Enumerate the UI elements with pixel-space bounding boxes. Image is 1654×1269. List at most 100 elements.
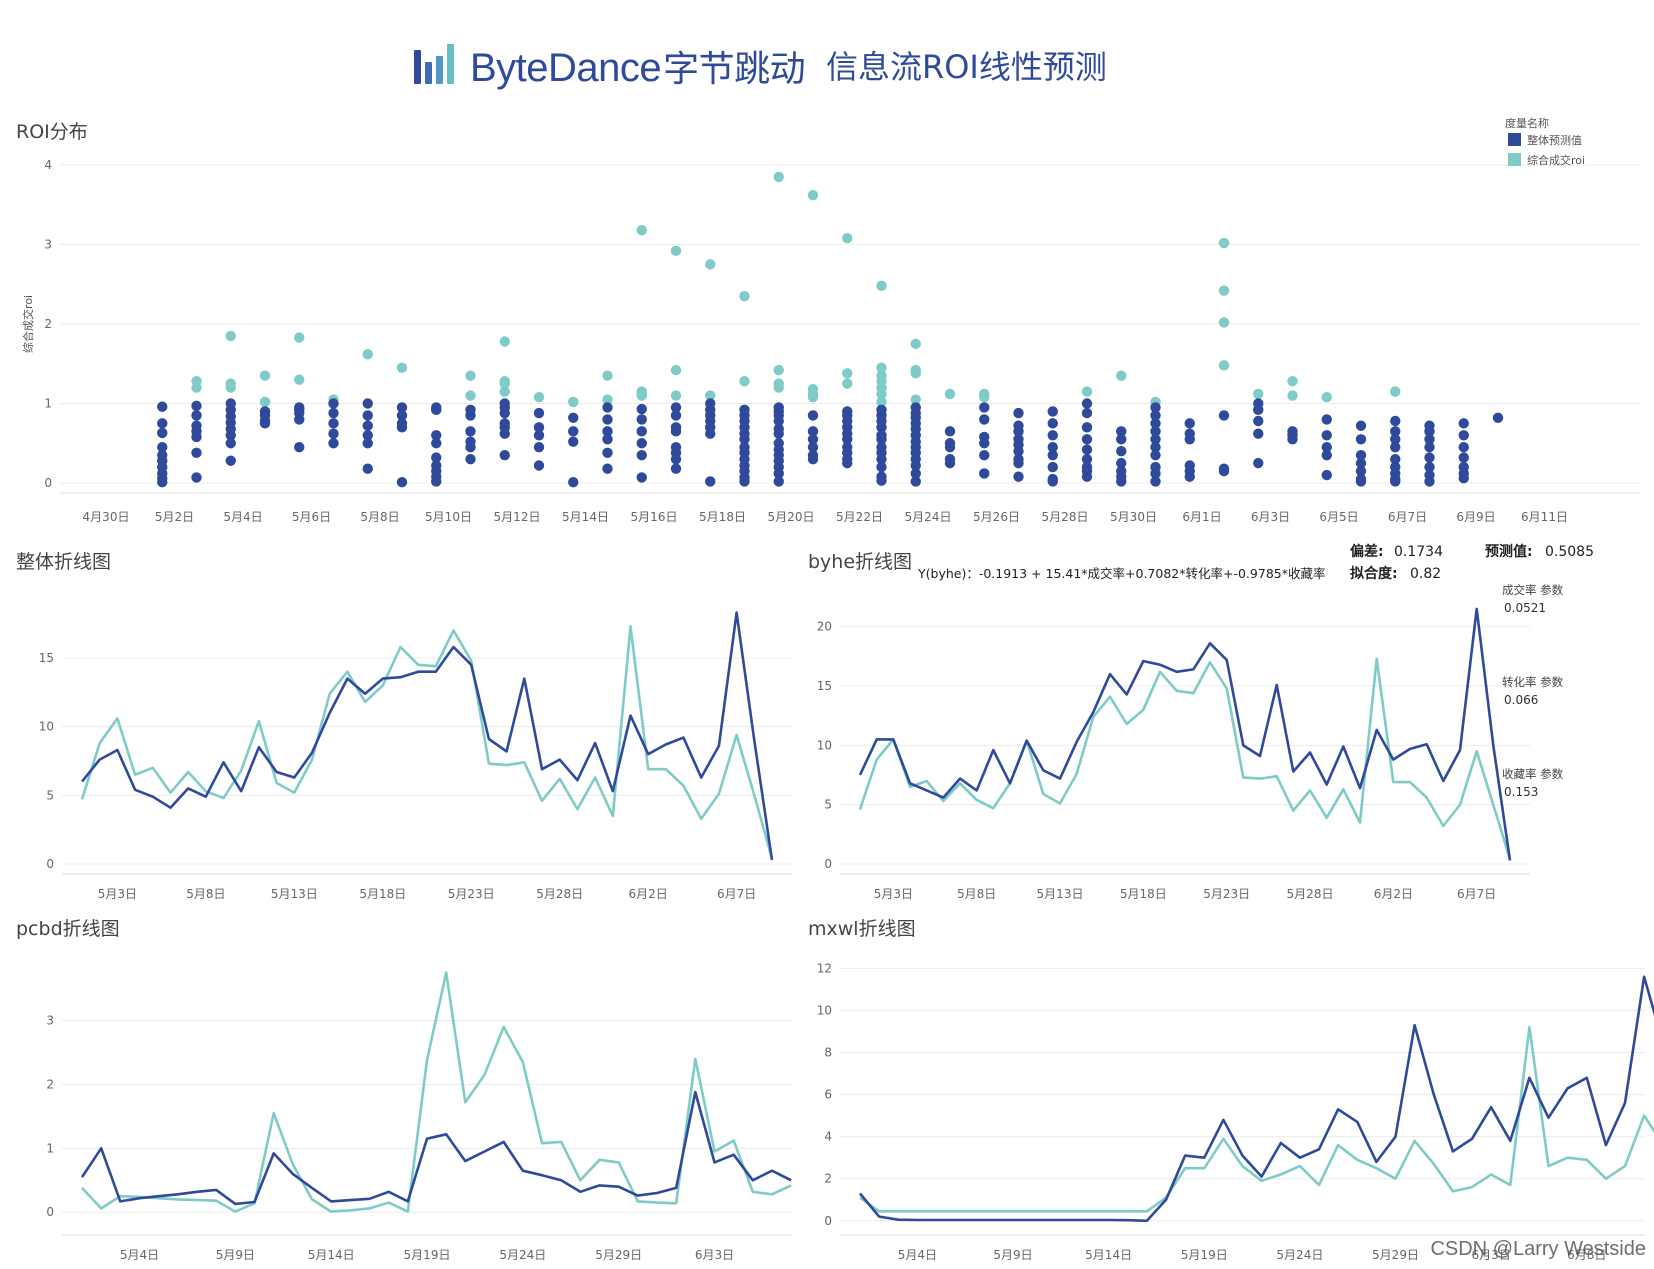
x-tick-label: 6月5日	[1319, 510, 1358, 524]
logo-bar	[414, 50, 421, 84]
scatter-point	[739, 434, 750, 445]
scatter-point	[328, 407, 339, 419]
series-line	[81, 971, 792, 1213]
x-tick-label: 5月14日	[1085, 1248, 1132, 1262]
scatter-point	[1218, 465, 1230, 477]
scatter-point	[1287, 376, 1298, 387]
scatter-point	[1321, 449, 1332, 461]
x-tick-label: 6月8日	[1567, 1248, 1606, 1262]
x-tick-label: 5月14日	[308, 1248, 355, 1262]
y-tick-label: 5	[824, 798, 832, 812]
scatter-point	[328, 398, 339, 409]
scatter-point	[225, 455, 236, 466]
scatter-point	[1390, 442, 1401, 453]
scatter-point	[568, 426, 579, 437]
scatter-point	[1321, 430, 1332, 441]
scatter-point	[1218, 285, 1230, 296]
scatter-point	[1184, 471, 1195, 482]
scatter-point	[499, 449, 510, 461]
scatter-point	[328, 418, 339, 429]
scatter-point	[602, 370, 613, 381]
scatter-point	[294, 442, 305, 453]
scatter-point	[705, 476, 716, 487]
scatter-point	[1218, 410, 1230, 421]
scatter-point	[1150, 418, 1161, 429]
y-tick-label: 0	[46, 1205, 54, 1219]
y-tick-label: 2	[824, 1172, 832, 1186]
scatter-point	[465, 390, 476, 401]
scatter-point	[396, 362, 408, 373]
scatter-point	[1390, 476, 1401, 487]
scatter-point	[807, 434, 819, 445]
scatter-point	[1013, 446, 1024, 457]
scatter-point	[191, 382, 202, 393]
scatter-point	[636, 414, 647, 425]
chart-mxwl: mxwl折线图 0 2 4 6 8 10 12 5月4日 5月9日 5月14日 5月19日 5月24日 5…	[808, 918, 1654, 1262]
scatter-point	[568, 412, 579, 424]
y-tick-label: 15	[39, 651, 54, 665]
fit-value: 0.82	[1410, 566, 1441, 582]
scatter-point	[1184, 434, 1195, 445]
x-tick-label: 5月10日	[425, 510, 472, 524]
scatter-point	[225, 430, 236, 441]
x-tick-label: 5月18日	[359, 887, 406, 901]
scatter-point	[362, 410, 373, 421]
scatter-point	[191, 431, 202, 443]
scatter-point	[1390, 434, 1401, 445]
scatter-point	[294, 374, 305, 385]
scatter-point	[362, 398, 373, 409]
scatter-point	[1321, 469, 1332, 481]
brand-name: ByteDance字节跳动	[470, 40, 806, 92]
x-tick-label: 5月26日	[973, 510, 1020, 524]
scatter-point	[191, 400, 202, 412]
scatter-point	[876, 461, 887, 473]
logo-bar	[436, 56, 443, 84]
x-tick-label: 5月30日	[1110, 510, 1157, 524]
scatter-point	[465, 426, 476, 437]
x-tick-label: 6月7日	[1457, 887, 1496, 901]
fit-label: 拟合度:	[1350, 565, 1398, 582]
scatter-point	[499, 428, 510, 439]
scatter-point	[1150, 434, 1161, 445]
scatter-point	[636, 438, 647, 449]
x-tick-label: 5月8日	[360, 510, 399, 524]
scatter-point	[773, 476, 784, 487]
scatter-point	[739, 476, 750, 487]
scatter-point	[1150, 449, 1161, 461]
scatter-point	[1287, 390, 1298, 401]
scatter-point	[1047, 442, 1058, 453]
scatter-point	[1150, 426, 1161, 437]
scatter-point	[1390, 386, 1401, 397]
scatter-point	[1116, 476, 1127, 487]
scatter-point	[636, 426, 647, 437]
prediction-value: 0.5085	[1545, 544, 1594, 560]
scatter-point	[191, 447, 202, 458]
deviation-label: 偏差:	[1350, 543, 1384, 560]
scatter-point	[1047, 476, 1058, 487]
scatter-point	[1424, 434, 1435, 445]
scatter-point	[1321, 414, 1332, 425]
scatter-point	[1355, 449, 1367, 461]
scatter-point	[1355, 457, 1367, 469]
scatter-point	[670, 402, 682, 413]
x-tick-label: 5月24日	[1276, 1248, 1323, 1262]
dashboard-header: ByteDance字节跳动 信息流ROI线性预测	[0, 30, 1654, 100]
scatter-point	[670, 390, 682, 401]
scatter-point	[225, 438, 236, 449]
y-tick-label: 3	[46, 1014, 54, 1028]
x-tick-label: 6月9日	[1456, 510, 1495, 524]
scatter-point	[1355, 420, 1367, 431]
param-value: 0.066	[1504, 693, 1538, 707]
scatter-point	[396, 410, 408, 421]
scatter-point	[773, 428, 784, 439]
scatter-point	[465, 370, 476, 381]
scatter-point	[876, 388, 887, 400]
x-tick-label: 5月16日	[631, 510, 678, 524]
x-tick-label: 5月23日	[448, 887, 495, 901]
scatter-point	[1458, 473, 1469, 484]
page-title: 信息流ROI线性预测	[826, 48, 1107, 86]
scatter-point	[328, 428, 339, 439]
scatter-point	[807, 426, 819, 437]
scatter-point	[1424, 452, 1435, 463]
